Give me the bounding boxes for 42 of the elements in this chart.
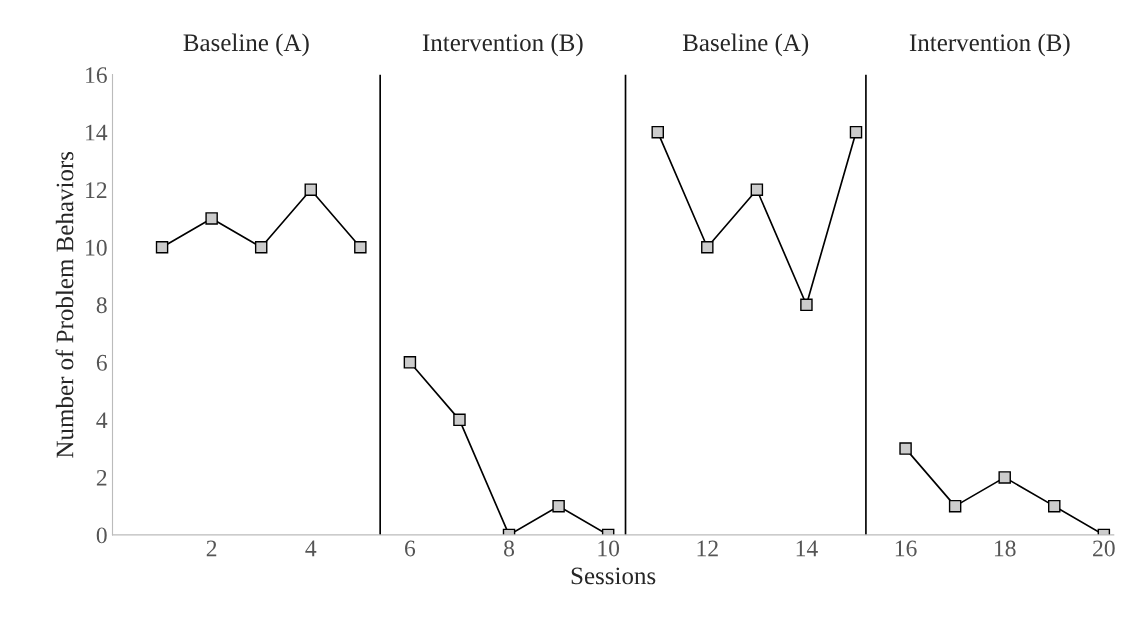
x-tick-label: 8	[504, 540, 515, 557]
x-tick-label: 6	[405, 540, 416, 557]
y-tick-label: 6	[96, 354, 107, 371]
y-tick-label: 10	[86, 239, 107, 256]
point	[453, 413, 466, 427]
point	[254, 240, 268, 254]
text: Baseline (A)	[682, 33, 809, 57]
x-tick-label: 10	[598, 540, 620, 557]
point	[304, 183, 318, 196]
point	[998, 471, 1011, 484]
point	[750, 183, 764, 196]
point	[849, 125, 863, 139]
text: Intervention (B)	[422, 33, 583, 57]
point	[948, 499, 962, 513]
point	[552, 499, 565, 513]
y-tick-label: 12	[86, 182, 107, 198]
x-tick-label: 20	[1093, 540, 1115, 557]
y-tick-label: 4	[96, 412, 108, 429]
point	[800, 298, 813, 312]
x-axis-title: Sessions	[571, 567, 656, 585]
point	[899, 442, 912, 455]
x-tick-label: 2	[206, 540, 217, 557]
point	[354, 240, 367, 254]
x-tick-label: 4	[305, 540, 317, 557]
point	[403, 356, 417, 369]
x-tick-label: 12	[697, 540, 718, 557]
point	[155, 240, 169, 254]
y-tick-label: 8	[96, 297, 107, 314]
x-tick-label: 14	[796, 540, 818, 557]
point	[701, 240, 714, 254]
x-tick-label: 16	[895, 540, 917, 557]
point	[205, 212, 218, 225]
y-tick-label: 0	[96, 527, 107, 544]
y-tick-label: 16	[86, 67, 107, 84]
text: Intervention (B)	[909, 33, 1070, 57]
x-tick-label: 18	[994, 540, 1016, 557]
y-tick-label: 2	[96, 469, 107, 486]
text: Baseline (A)	[183, 33, 309, 57]
point	[1048, 499, 1061, 513]
y-tick-label: 14	[86, 124, 108, 141]
point	[651, 125, 664, 139]
y-axis-title: Number of Problem Behaviors	[55, 151, 74, 458]
